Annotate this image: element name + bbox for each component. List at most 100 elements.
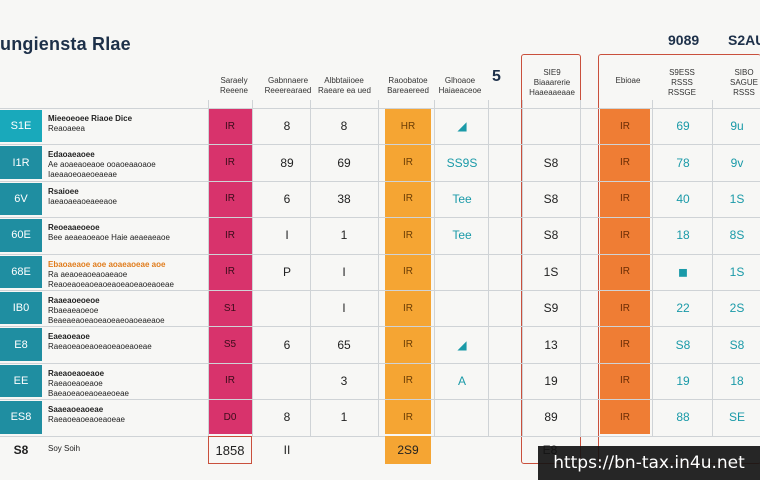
- cell-c1: S1: [223, 302, 237, 314]
- cell-c6: S8: [543, 228, 559, 243]
- cell-c5: Tee: [452, 191, 472, 206]
- footer-value-2: II: [283, 443, 291, 457]
- row-title: Raeaoeaoeaoe: [48, 368, 105, 378]
- column-header-7: S9ESS RSSS RSSGE: [656, 68, 708, 98]
- grid-vline: [208, 100, 209, 436]
- row-label: EE: [0, 364, 42, 398]
- cell-c1: IR: [225, 120, 235, 132]
- cell-c7: IR: [620, 120, 630, 132]
- row-detail-line: Reaoaeea: [48, 124, 85, 133]
- column-header-line: Bareaereed: [387, 86, 429, 95]
- column-header-line: SIE9: [543, 68, 561, 77]
- column-header-5: SIE9 Biaaarerie Haaeaaeaae: [526, 68, 578, 98]
- cell-c5: A: [457, 373, 466, 388]
- column-header-1: Gabnnaere Reeerearaed: [262, 76, 314, 96]
- cell-c6: [522, 108, 580, 144]
- cell-c7: IR: [620, 302, 630, 314]
- grid-vline: [252, 100, 253, 436]
- column-header-line: Raoobatoe: [388, 76, 428, 85]
- column-header-line: RSSS: [671, 78, 693, 87]
- cell-c8: 69: [676, 119, 690, 134]
- row-label: ES8: [0, 401, 42, 434]
- row-title: Edaoaeaoee: [48, 150, 95, 160]
- cell-c6: 1S: [543, 264, 559, 279]
- row-description: Mieeoeoee Riaoe Dice Reaoaeea: [48, 114, 206, 134]
- cell-c3: 65: [337, 337, 351, 352]
- cell-c8: 22: [676, 301, 690, 316]
- grid-hline: [0, 108, 760, 109]
- cell-c9: 9u: [730, 119, 744, 134]
- cell-c9: 8S: [729, 228, 745, 243]
- cell-c7: IR: [620, 266, 630, 278]
- cell-c5: [436, 399, 488, 435]
- cell-c2: 6: [283, 337, 291, 352]
- footer-label: S8: [13, 443, 29, 457]
- cell-c3: I: [342, 264, 346, 279]
- cell-c5: SS9S: [446, 155, 478, 170]
- cell-c3: 1: [340, 410, 348, 425]
- grid-vline: [522, 100, 523, 436]
- grid-vline: [310, 100, 311, 436]
- cell-c6: S9: [543, 301, 559, 316]
- cell-c5: Tee: [452, 228, 472, 243]
- grid-vline: [434, 100, 435, 436]
- cell-c9: 18: [730, 373, 744, 388]
- cell-c2: P: [282, 264, 291, 279]
- row-description: Reoeaaeoeoe Bee aeaeaoeaoe Haie aeaeaeaoe: [48, 223, 206, 243]
- grid-hline: [0, 217, 760, 219]
- row-label: IB0: [0, 292, 42, 325]
- cell-c6: 13: [544, 337, 558, 352]
- cell-c5: ◢: [457, 119, 467, 134]
- corner-value-right: S2AU: [728, 32, 760, 48]
- column-header-4: Glhoaoe Haiaeaceoe: [434, 76, 486, 96]
- cell-c8: 19: [676, 373, 690, 388]
- watermark-url: https://bn-tax.in4u.net: [538, 446, 760, 480]
- cell-c7: IR: [620, 411, 630, 423]
- column-header-line: Ebioae: [615, 76, 641, 85]
- cell-c4: IR: [403, 302, 413, 314]
- column-header-line: S9ESS: [669, 68, 695, 77]
- cell-c3: 1: [340, 228, 348, 243]
- column-header-line: Albbtaiioee: [324, 76, 364, 85]
- cell-c5: [436, 290, 488, 326]
- footer-value-4: 2S9: [385, 436, 431, 464]
- cell-c9: 1S: [729, 264, 745, 279]
- row-detail-line: Ra aeaoeaoeaoaeaoe: [48, 269, 128, 279]
- row-detail-line: Raeaoeaoeaoeaoeaoeaoeae: [48, 342, 152, 352]
- column-header-line: Saraely: [220, 76, 248, 85]
- row-title: Ebaoaeaoe aoe aoaeaoeae aoe: [48, 259, 166, 269]
- cell-c9: SE: [728, 410, 745, 425]
- row-description: Edaoaeaoee Ae aoaeaoeaoe ooaoeaaoaoe Iaeaa…: [48, 150, 206, 180]
- column-amber: [385, 108, 431, 434]
- cell-c5: [436, 254, 488, 290]
- row-title: Saaeaoeaoeae: [48, 405, 104, 415]
- column-header-line: Glhoaoe: [444, 76, 476, 85]
- column-header-6: Ebioae: [602, 76, 654, 86]
- row-label: 6V: [0, 182, 42, 216]
- column-header-line: Haiaeaceoe: [438, 86, 482, 95]
- row-detail-line: Baeaoeaoeaoeaeoeae: [48, 388, 129, 398]
- cell-c8: 78: [676, 155, 690, 170]
- column-header-line: Raeare ea ued: [318, 86, 371, 95]
- cell-c7: IR: [620, 193, 630, 205]
- cell-c2: 89: [280, 155, 294, 170]
- row-label: 60E: [0, 219, 42, 252]
- cell-c9: 1S: [729, 191, 745, 206]
- cell-c1: D0: [223, 411, 237, 423]
- page-title: ungiensta Rlae: [0, 34, 131, 54]
- cell-c1: IR: [225, 375, 235, 387]
- cell-c7: IR: [620, 375, 630, 387]
- column-header-line: SIBO: [734, 68, 754, 77]
- cell-c1: IR: [225, 229, 235, 241]
- cell-c1: IR: [225, 157, 235, 169]
- grid-vline: [488, 100, 489, 436]
- cell-c1: S5: [223, 339, 237, 351]
- column-header-0: Saraely Reeene: [208, 76, 260, 96]
- grid-hline: [0, 399, 760, 401]
- column-header-line: RSSGE: [667, 88, 696, 97]
- column-header-3: Raoobatoe Bareaereed: [382, 76, 434, 96]
- column-header-line: Haaeaaeaae: [529, 88, 575, 97]
- cell-c4: IR: [403, 193, 413, 205]
- row-detail-line: Bee aeaeaoeaoe Haie aeaeaeaoe: [48, 233, 170, 243]
- footer-value-1: 1858: [208, 436, 252, 464]
